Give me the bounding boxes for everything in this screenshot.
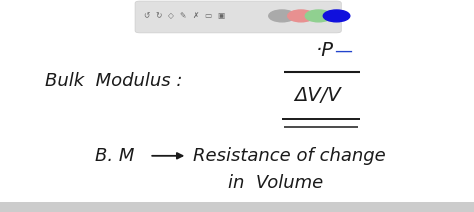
- Text: B. M: B. M: [95, 147, 134, 165]
- Text: ▭: ▭: [204, 11, 211, 20]
- Bar: [0, 202, 474, 212]
- Text: Resistance of change: Resistance of change: [193, 147, 386, 165]
- Circle shape: [288, 10, 314, 22]
- Text: ◇: ◇: [168, 11, 173, 20]
- Text: —: —: [334, 42, 352, 60]
- Text: ΔV/V: ΔV/V: [294, 86, 341, 105]
- Text: ▣: ▣: [217, 11, 225, 20]
- FancyBboxPatch shape: [135, 1, 341, 33]
- Text: ·P: ·P: [316, 41, 334, 60]
- Circle shape: [269, 10, 295, 22]
- Text: ↻: ↻: [155, 11, 162, 20]
- Circle shape: [323, 10, 350, 22]
- Text: ✎: ✎: [180, 11, 186, 20]
- Circle shape: [305, 10, 332, 22]
- Text: ✗: ✗: [192, 11, 199, 20]
- Text: ↺: ↺: [143, 11, 149, 20]
- Text: in  Volume: in Volume: [228, 174, 323, 192]
- Text: Bulk  Modulus :: Bulk Modulus :: [45, 72, 182, 89]
